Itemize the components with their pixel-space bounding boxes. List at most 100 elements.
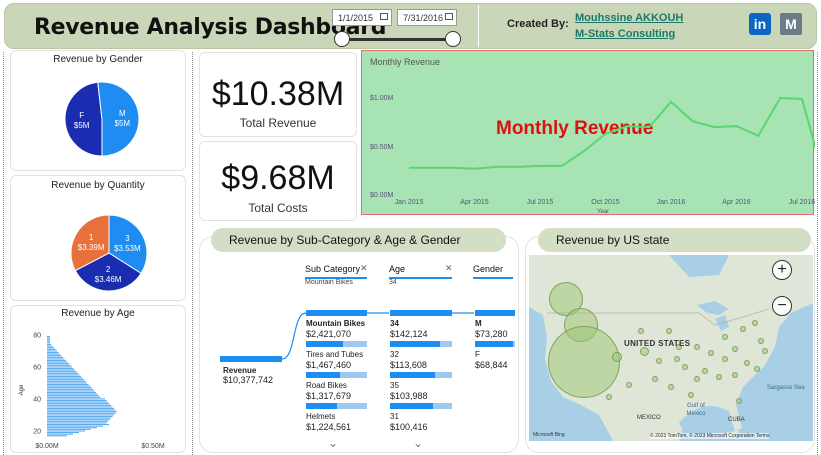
age-bar[interactable] xyxy=(47,368,74,370)
map-bubble[interactable] xyxy=(744,360,750,366)
age-bar[interactable] xyxy=(47,350,57,352)
age-bar[interactable] xyxy=(47,360,66,362)
age-bar[interactable] xyxy=(47,374,80,376)
age-bar[interactable] xyxy=(47,409,116,411)
age-bar[interactable] xyxy=(47,433,73,435)
age-bar[interactable] xyxy=(47,393,98,395)
map-bubble[interactable] xyxy=(722,334,728,340)
age-bar[interactable] xyxy=(47,355,62,357)
chevron-down-icon[interactable]: ⌄ xyxy=(328,436,339,450)
map-attribution[interactable]: © 2023 TomTom, © 2023 Microsoft Corporat… xyxy=(650,433,770,439)
age-bar[interactable] xyxy=(47,420,108,422)
age-bar[interactable] xyxy=(47,348,56,350)
map-bubble[interactable] xyxy=(652,376,658,382)
map-bubble[interactable] xyxy=(694,344,700,350)
map-bubble[interactable] xyxy=(688,392,694,398)
age-bar[interactable] xyxy=(47,380,86,382)
age-bar[interactable] xyxy=(47,427,97,429)
age-bar[interactable] xyxy=(47,411,117,413)
map-bubble[interactable] xyxy=(612,352,622,362)
map-bubble[interactable] xyxy=(674,356,680,362)
clear-age-icon[interactable]: ✕ xyxy=(445,263,453,273)
map-bubble[interactable] xyxy=(638,328,644,334)
creator-name-link[interactable]: Mouhssine AKKOUH xyxy=(575,12,684,24)
mstats-logo-icon[interactable]: M xyxy=(780,13,802,35)
age-bar[interactable] xyxy=(47,337,50,339)
map-bubble[interactable] xyxy=(639,346,649,356)
age-bar[interactable] xyxy=(47,363,69,365)
age-bar[interactable] xyxy=(47,352,59,354)
subcategory-bar[interactable] xyxy=(306,310,367,316)
age-histogram[interactable]: 80 60 40 20 Age $0.00M $0.50M xyxy=(11,320,187,452)
age-bar[interactable] xyxy=(47,414,114,416)
date-range-slider[interactable] xyxy=(342,38,454,41)
age-bar[interactable] xyxy=(47,428,91,430)
age-bar[interactable] xyxy=(47,432,79,434)
column-header-gender[interactable]: Gender xyxy=(473,264,513,279)
calendar-icon[interactable] xyxy=(445,13,453,20)
map-bubble[interactable] xyxy=(666,328,672,334)
age-bar[interactable] xyxy=(47,388,93,390)
map-bubble[interactable] xyxy=(694,376,700,382)
age-bar[interactable] xyxy=(47,361,68,363)
age-bar[interactable] xyxy=(47,353,60,355)
age-bar[interactable] xyxy=(47,340,50,342)
subcategory-bar[interactable] xyxy=(306,372,367,378)
map-bubble[interactable] xyxy=(752,320,758,326)
age-bar[interactable] xyxy=(47,364,71,366)
age-bar[interactable] xyxy=(47,356,63,358)
pie-slice-M[interactable] xyxy=(97,81,140,157)
map-bubble[interactable] xyxy=(656,358,662,364)
age-bar[interactable] xyxy=(47,395,99,397)
age-bar[interactable] xyxy=(47,422,107,424)
age-bar[interactable] xyxy=(47,404,111,406)
map-bubble[interactable] xyxy=(736,398,742,404)
us-state-map[interactable]: UNITED STATES MEXICO CUBA Gulf of Mexico… xyxy=(529,255,813,441)
chevron-down-icon[interactable]: ⌄ xyxy=(413,436,424,450)
map-bubble[interactable] xyxy=(702,368,708,374)
age-bar[interactable] xyxy=(47,390,95,392)
date-to-input[interactable]: 7/31/2016 xyxy=(397,9,457,26)
age-bar[interactable] xyxy=(47,425,103,427)
age-bar[interactable] xyxy=(47,392,96,394)
map-bubble[interactable] xyxy=(548,326,620,398)
calendar-icon[interactable] xyxy=(380,13,388,20)
age-bar[interactable] xyxy=(47,344,51,346)
age-bar[interactable] xyxy=(47,371,77,373)
linkedin-icon[interactable]: in xyxy=(749,13,771,35)
map-bubble[interactable] xyxy=(676,344,682,350)
age-bar[interactable] xyxy=(47,345,53,347)
age-bar[interactable] xyxy=(47,384,89,386)
age-bar[interactable] xyxy=(47,416,113,418)
age-bar[interactable] xyxy=(47,424,109,426)
gender-bar[interactable] xyxy=(475,341,515,347)
age-bar[interactable] xyxy=(47,339,50,341)
subcategory-bar[interactable] xyxy=(306,341,367,347)
map-zoom-out-button[interactable]: − xyxy=(772,296,792,316)
age-bar[interactable] xyxy=(47,412,116,414)
map-bubble[interactable] xyxy=(732,346,738,352)
age-bar[interactable] xyxy=(47,366,72,368)
age-bar[interactable] xyxy=(47,379,84,381)
age-bar[interactable] xyxy=(47,398,105,400)
gender-bar[interactable] xyxy=(475,310,515,316)
column-header-age[interactable]: Age xyxy=(389,264,452,279)
age-bar[interactable] xyxy=(390,372,452,378)
monthly-revenue-card[interactable]: Monthly Revenue Monthly Revenue $1.00M $0… xyxy=(361,50,815,216)
age-bar[interactable] xyxy=(47,382,87,384)
map-bubble[interactable] xyxy=(668,384,674,390)
map-bubble[interactable] xyxy=(708,350,714,356)
age-bar[interactable] xyxy=(47,376,81,378)
pie-slice-1[interactable] xyxy=(70,214,110,272)
age-bar[interactable] xyxy=(390,310,452,316)
age-bar[interactable] xyxy=(47,387,92,389)
map-bubble[interactable] xyxy=(682,364,688,370)
creator-company-link[interactable]: M-Stats Consulting xyxy=(575,28,676,40)
subcategory-bar[interactable] xyxy=(306,403,367,409)
age-bar[interactable] xyxy=(47,372,78,374)
age-bar[interactable] xyxy=(47,396,101,398)
age-bar[interactable] xyxy=(47,403,110,405)
map-bubble[interactable] xyxy=(716,374,722,380)
age-bar[interactable] xyxy=(47,419,110,421)
